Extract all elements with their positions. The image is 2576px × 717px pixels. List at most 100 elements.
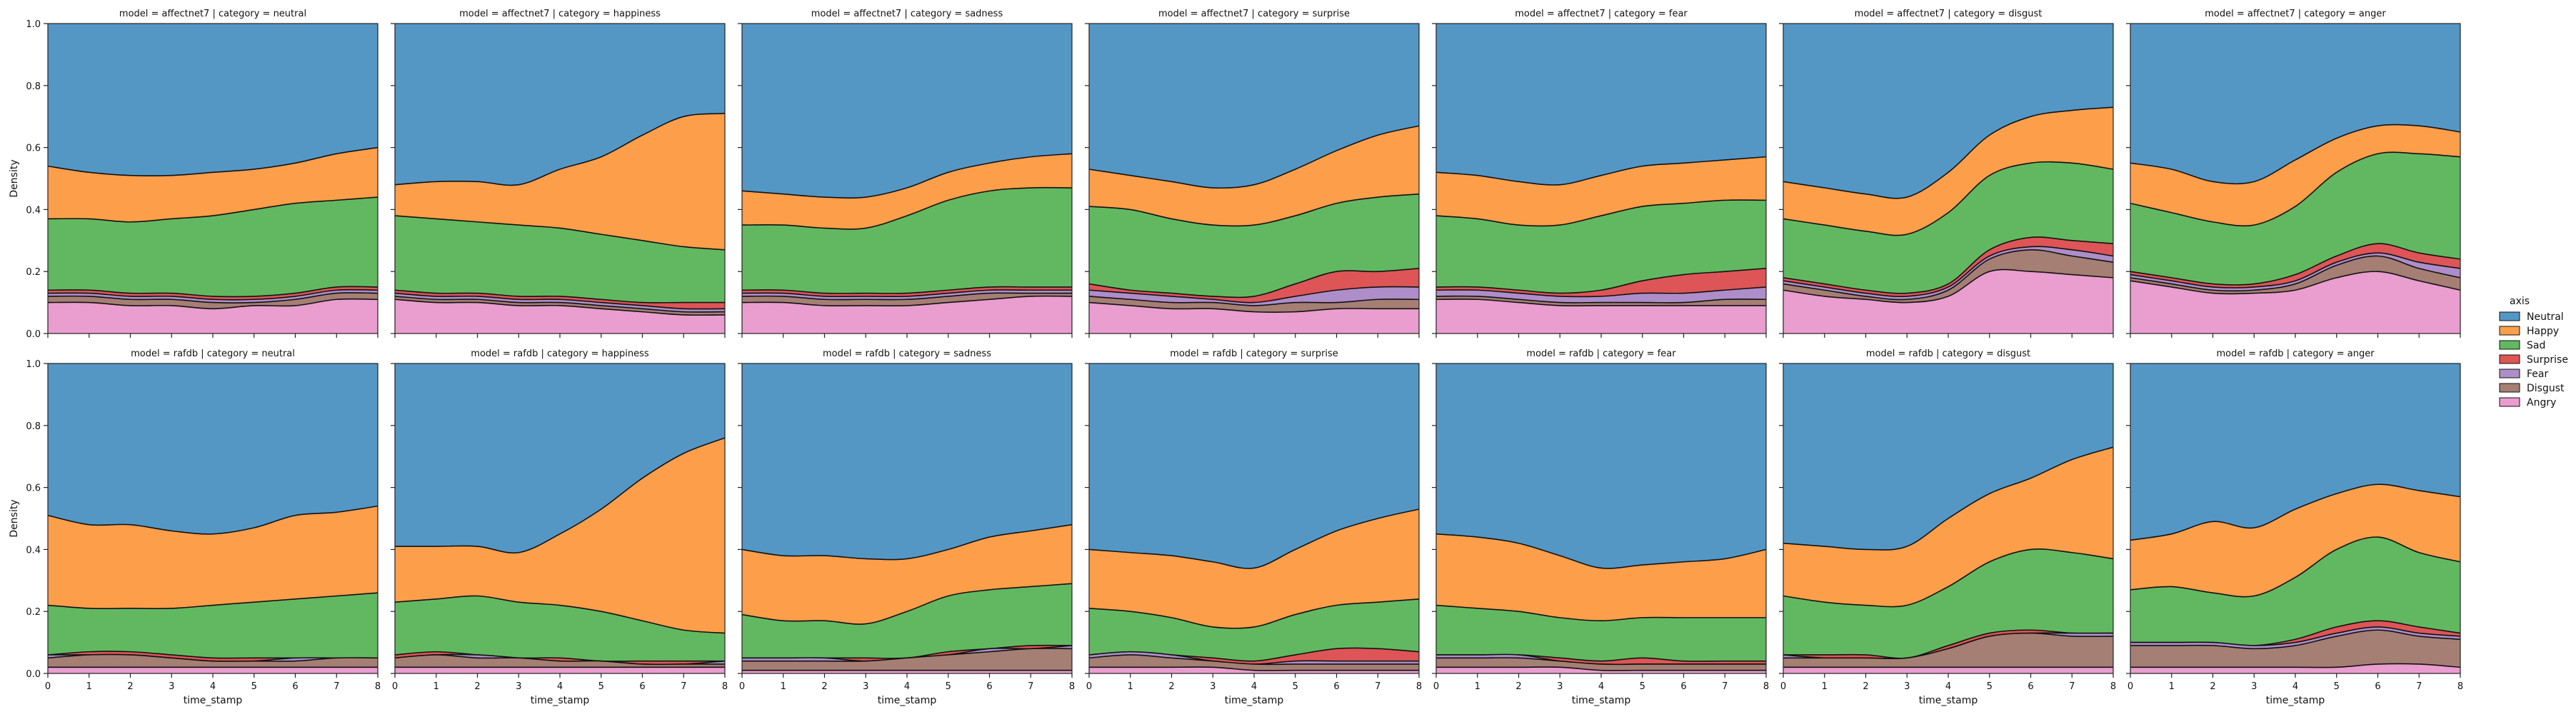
boundary-disgust <box>2130 255 2461 292</box>
x-tick-label: 3 <box>2251 681 2257 692</box>
x-tick-label: 0 <box>1086 681 1092 692</box>
x-tick-label: 6 <box>986 681 992 692</box>
boundary-disgust <box>1783 249 2114 301</box>
facet-panel-affectnet7-anger: model = affectnet7 | category = anger <box>2126 9 2461 338</box>
area-angry <box>2130 271 2460 334</box>
y-tick-label: 1.0 <box>26 19 41 30</box>
area-angry <box>48 667 378 673</box>
boundary-surprise <box>741 286 1072 294</box>
boundary-happy <box>741 523 1073 561</box>
boundary-disgust <box>1088 296 1420 306</box>
x-tick-label: 7 <box>1028 681 1033 692</box>
area-angry <box>48 299 378 334</box>
facet-title: model = rafdb | category = disgust <box>1866 349 2030 359</box>
x-tick-label: 3 <box>1210 681 1216 692</box>
boundary-happy <box>47 505 379 535</box>
x-axis-label: time_stamp <box>1572 695 1631 706</box>
x-tick-label: 2 <box>474 681 480 692</box>
boundary-sad <box>741 583 1073 625</box>
boundary-surprise <box>1435 268 1767 294</box>
x-tick-label: 2 <box>1515 681 1521 692</box>
boundary-angry <box>1435 299 1766 307</box>
boundary-fear <box>47 289 379 301</box>
x-tick-label: 1 <box>2169 681 2175 692</box>
x-tick-label: 5 <box>1640 681 1645 692</box>
facet-title: model = rafdb | category = happiness <box>471 349 649 359</box>
boundary-happy <box>2130 124 2461 185</box>
x-tick-label: 1 <box>86 681 92 692</box>
x-tick-label: 2 <box>821 681 827 692</box>
x-tick-label: 8 <box>1416 681 1422 692</box>
boundary-sad <box>394 215 726 251</box>
legend-label-neutral: Neutral <box>2527 311 2564 323</box>
legend-swatch-surprise <box>2499 354 2520 364</box>
x-tick-label: 5 <box>1293 681 1298 692</box>
boundary-sad <box>1088 193 1420 227</box>
boundary-surprise <box>1783 236 2114 294</box>
boundary-sad <box>47 592 379 609</box>
boundary-fear <box>394 292 726 310</box>
x-tick-label: 6 <box>639 681 645 692</box>
boundary-disgust <box>394 296 726 313</box>
boundary-surprise <box>47 286 379 298</box>
boundary-sad <box>1783 161 2114 236</box>
x-tick-label: 6 <box>1680 681 1686 692</box>
x-tick-label: 5 <box>2334 681 2340 692</box>
facet-panel-affectnet7-sadness: model = affectnet7 | category = sadness <box>738 9 1073 338</box>
x-tick-label: 1 <box>1475 681 1480 692</box>
facet-title: model = affectnet7 | category = happines… <box>459 9 661 19</box>
x-tick-label: 8 <box>375 681 381 692</box>
y-tick-label: 0.2 <box>26 267 41 278</box>
x-tick-label: 1 <box>781 681 786 692</box>
area-angry <box>1436 299 1766 334</box>
boundary-happy <box>741 153 1073 199</box>
boundary-surprise <box>1783 629 2114 659</box>
boundary-fear <box>1435 286 1767 298</box>
facet-panel-rafdb-sadness: model = rafdb | category = sadness 0 1 2 3 4 5… <box>738 349 1075 706</box>
area-disgust <box>2130 630 2460 673</box>
x-tick-label: 2 <box>1168 681 1174 692</box>
facet-title: model = rafdb | category = sadness <box>823 349 991 359</box>
legend-swatch-neutral <box>2499 311 2520 321</box>
x-tick-label: 3 <box>863 681 868 692</box>
facet-title: model = affectnet7 | category = fear <box>1515 9 1688 19</box>
boundary-angry <box>741 295 1073 307</box>
boundary-angry <box>1088 301 1419 313</box>
legend-label-surprise: Surprise <box>2527 354 2568 366</box>
facet-panel-affectnet7-happiness: model = affectnet7 | category = happines… <box>391 9 726 338</box>
x-tick-label: 0 <box>392 681 398 692</box>
area-disgust <box>1783 633 2113 673</box>
x-tick-label: 1 <box>433 681 439 692</box>
area-angry <box>742 670 1072 673</box>
x-tick-label: 4 <box>1598 681 1604 692</box>
boundary-sad <box>1435 604 1766 622</box>
x-tick-label: 0 <box>2128 681 2133 692</box>
boundary-angry <box>47 298 379 310</box>
boundary-disgust <box>741 648 1073 662</box>
x-tick-label: 5 <box>1987 681 1993 692</box>
boundary-disgust <box>47 653 379 662</box>
x-tick-label: 0 <box>1780 681 1786 692</box>
x-tick-label: 2 <box>2210 681 2215 692</box>
legend-label-happy: Happy <box>2527 326 2559 337</box>
boundary-fear <box>2130 626 2461 646</box>
boundary-angry <box>394 299 726 316</box>
boundary-angry <box>1435 666 1766 671</box>
x-tick-label: 0 <box>1433 681 1439 692</box>
boundary-happy <box>2130 483 2461 541</box>
x-tick-label: 3 <box>169 681 174 692</box>
x-tick-label: 4 <box>1945 681 1951 692</box>
boundary-surprise <box>2130 243 2461 286</box>
legend-swatch-angry <box>2499 397 2520 407</box>
area-angry <box>2130 663 2460 673</box>
legend: axis Neutral Happy Sad Surprise Fear Disgust An… <box>2499 296 2568 408</box>
facet-panel-rafdb-happiness: model = rafdb | category = happiness 0 1 2 3… <box>391 349 728 706</box>
x-tick-label: 7 <box>334 681 339 692</box>
x-tick-label: 6 <box>292 681 298 692</box>
x-tick-label: 4 <box>1251 681 1257 692</box>
boundary-disgust <box>394 654 725 666</box>
boundary-happy <box>1783 446 2114 551</box>
boundary-disgust <box>1783 632 2114 660</box>
y-tick-label: 0.8 <box>26 421 41 432</box>
